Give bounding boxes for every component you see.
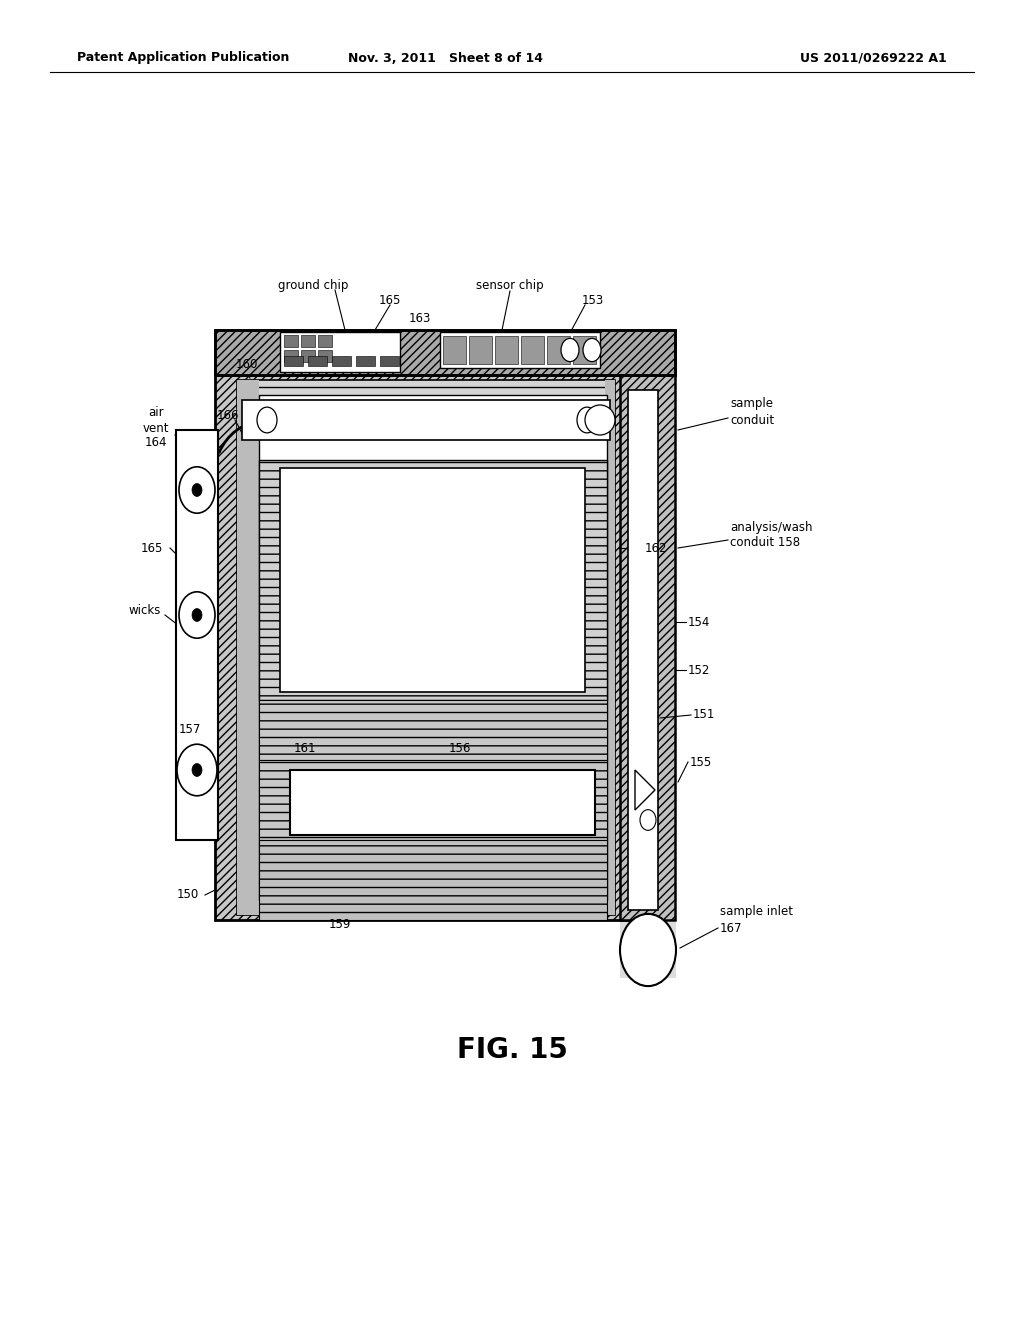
Bar (284, 356, 303, 366)
Bar (259, 395, 607, 900)
Bar (318, 350, 332, 362)
Polygon shape (635, 770, 655, 810)
Circle shape (583, 338, 601, 362)
Bar (259, 459, 607, 700)
Circle shape (577, 407, 597, 433)
Bar (280, 333, 400, 372)
Text: 166: 166 (217, 408, 240, 421)
Circle shape (193, 609, 202, 622)
Bar (620, 370, 675, 920)
Bar (290, 770, 595, 836)
Text: 163: 163 (409, 312, 431, 325)
Text: 154: 154 (688, 615, 711, 628)
Bar (284, 335, 298, 347)
Text: 151: 151 (693, 709, 716, 722)
Text: 160: 160 (236, 359, 258, 371)
Text: 156: 156 (449, 742, 471, 755)
Text: 161: 161 (294, 742, 316, 755)
Text: 162: 162 (645, 541, 668, 554)
Circle shape (179, 591, 215, 638)
Text: wicks: wicks (129, 603, 161, 616)
Circle shape (177, 744, 217, 796)
Text: FIG. 15: FIG. 15 (457, 1036, 567, 1064)
Circle shape (193, 483, 202, 496)
Text: sample inlet
167: sample inlet 167 (720, 906, 793, 935)
Bar (215, 330, 675, 375)
Bar (605, 380, 615, 915)
Circle shape (561, 338, 579, 362)
Bar (318, 335, 332, 347)
Bar (301, 350, 315, 362)
Text: Nov. 3, 2011   Sheet 8 of 14: Nov. 3, 2011 Sheet 8 of 14 (348, 51, 543, 65)
Circle shape (193, 763, 202, 776)
Text: sample
conduit: sample conduit (730, 397, 774, 426)
Bar (573, 337, 596, 364)
Bar (356, 356, 375, 366)
Bar (242, 400, 610, 440)
Bar (284, 350, 298, 362)
Bar (521, 337, 544, 364)
Text: 159: 159 (329, 919, 351, 932)
Bar (332, 356, 351, 366)
Circle shape (620, 913, 676, 986)
Bar (237, 380, 259, 915)
Bar (259, 760, 607, 840)
Text: Sample Diaphragm: Sample Diaphragm (375, 795, 509, 809)
Text: analysis/wash
conduit 158: analysis/wash conduit 158 (730, 520, 812, 549)
Circle shape (640, 809, 656, 830)
Bar (215, 370, 640, 920)
Bar (620, 921, 676, 978)
Text: air
vent
164: air vent 164 (142, 407, 169, 450)
Bar (215, 330, 675, 375)
Text: 153: 153 (582, 293, 604, 306)
Text: 152: 152 (688, 664, 711, 676)
Bar (495, 337, 518, 364)
Bar (380, 356, 399, 366)
Bar (440, 333, 600, 368)
Text: US 2011/0269222 A1: US 2011/0269222 A1 (801, 51, 947, 65)
Text: 165: 165 (379, 293, 401, 306)
Bar (176, 430, 218, 840)
Bar (547, 337, 570, 364)
Text: 165: 165 (141, 541, 163, 554)
Text: 155: 155 (690, 755, 713, 768)
Bar (443, 337, 466, 364)
Bar (301, 335, 315, 347)
Text: Patent Application Publication: Patent Application Publication (77, 51, 289, 65)
Bar (237, 380, 615, 915)
Text: 157: 157 (179, 723, 201, 737)
Bar (469, 337, 492, 364)
Bar (308, 356, 327, 366)
Circle shape (257, 407, 278, 433)
Bar (628, 389, 658, 909)
Circle shape (179, 467, 215, 513)
Ellipse shape (585, 405, 615, 436)
Text: sensor chip: sensor chip (476, 279, 544, 292)
Text: ground chip: ground chip (278, 279, 348, 292)
Bar (259, 700, 607, 760)
Bar (259, 840, 607, 920)
Text: 150: 150 (177, 888, 199, 902)
Text: Foil
Reagent
Pouch: Foil Reagent Pouch (409, 552, 466, 607)
Bar (280, 469, 585, 692)
